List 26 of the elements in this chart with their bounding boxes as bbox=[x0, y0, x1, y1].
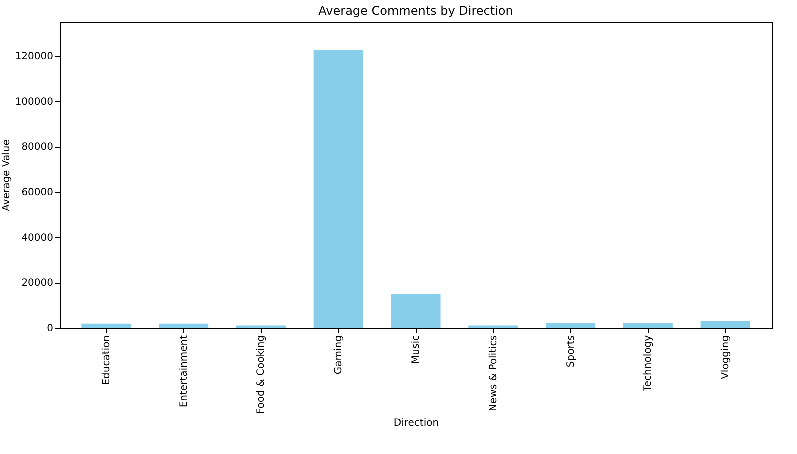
bar bbox=[700, 321, 750, 328]
bar bbox=[623, 323, 673, 328]
x-tick-label: Food & Cooking bbox=[256, 336, 268, 414]
x-tick-label: News & Politics bbox=[488, 336, 500, 412]
bar bbox=[314, 50, 364, 328]
y-tick-label: 40000 bbox=[22, 232, 54, 244]
y-tick-label: 80000 bbox=[22, 142, 54, 154]
x-tick-label: Gaming bbox=[334, 336, 345, 375]
y-tick-label: 60000 bbox=[22, 188, 54, 198]
x-tick-label: Sports bbox=[566, 336, 577, 368]
bar bbox=[82, 324, 132, 328]
x-axis-title: Direction bbox=[394, 418, 440, 430]
y-tick-label: 100000 bbox=[15, 96, 54, 108]
x-tick-label: Entertainment bbox=[178, 335, 190, 408]
x-tick-label: Music bbox=[411, 336, 422, 364]
y-tick-label: 0 bbox=[47, 324, 54, 334]
x-tick-label: Technology bbox=[643, 335, 654, 393]
bar bbox=[391, 294, 441, 328]
x-tick-label: Vlogging bbox=[720, 336, 732, 380]
chart-title: Average Comments by Direction bbox=[318, 4, 514, 18]
y-tick-label: 20000 bbox=[22, 278, 54, 290]
x-tick-label: Education bbox=[101, 336, 112, 386]
bar bbox=[546, 323, 596, 328]
y-tick-label: 120000 bbox=[15, 52, 54, 62]
bar bbox=[159, 324, 209, 328]
y-axis-title: Average Value bbox=[1, 140, 12, 212]
